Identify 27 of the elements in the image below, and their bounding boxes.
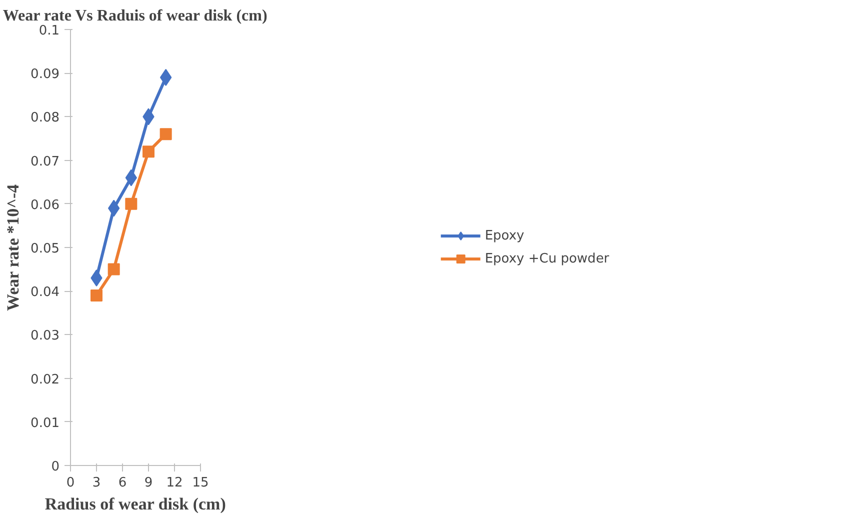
y-tick-label: 0.01 [30, 416, 60, 431]
y-tick-label: 0.02 [30, 372, 60, 388]
x-axis-title: Radius of wear disk (cm) [44, 494, 226, 514]
y-tick-label: 0.03 [30, 328, 60, 344]
y-tick-label: 0 [51, 460, 60, 474]
legend-label: Epoxy [484, 228, 524, 243]
x-tick-label: 0 [66, 476, 75, 490]
y-tick-label: 0.05 [30, 242, 60, 256]
x-tick-label: 12 [166, 476, 183, 490]
point [160, 128, 172, 140]
y-tick-label: 0.04 [30, 285, 60, 300]
y-tick-label: 0.08 [30, 110, 60, 126]
point [125, 198, 138, 210]
point [108, 263, 120, 276]
y-tick-label: 0.1 [38, 24, 60, 38]
y-tick-label: 0.07 [30, 154, 60, 170]
point [142, 146, 154, 158]
chart-title: Wear rate Vs Raduis of wear disk (cm) [2, 8, 268, 24]
point [90, 289, 102, 302]
y-axis-title: Wear rate *10^-4 [4, 184, 23, 311]
y-tick-label: 0.09 [30, 67, 60, 82]
legend-label: Epoxy +Cu powder [484, 251, 610, 266]
x-tick-label: 15 [192, 476, 209, 490]
y-tick-label: 0.06 [30, 198, 60, 213]
x-tick-label: 6 [118, 476, 127, 490]
x-tick-label: 3 [92, 476, 101, 490]
x-tick-label: 9 [144, 476, 153, 490]
